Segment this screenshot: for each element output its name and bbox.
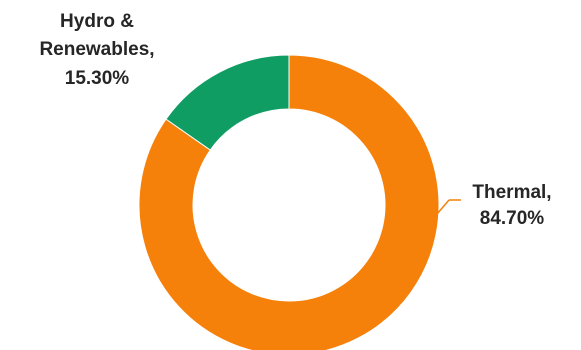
hydro-label-name-1: Hydro & [60, 11, 134, 32]
donut-slices [138, 54, 440, 350]
hydro-label-value: 15.30% [65, 68, 130, 89]
thermal-label-value: 84.70% [480, 208, 545, 229]
thermal-leader-line [436, 199, 450, 215]
slice-hydro-renewables [165, 54, 290, 151]
thermal-data-label: Thermal, 84.70% [472, 182, 551, 229]
hydro-label-name-2: Renewables, [39, 39, 154, 60]
thermal-label-name: Thermal, [472, 182, 551, 203]
slice-thermal [138, 54, 440, 350]
hydro-data-label: Hydro & Renewables, 15.30% [39, 11, 154, 89]
